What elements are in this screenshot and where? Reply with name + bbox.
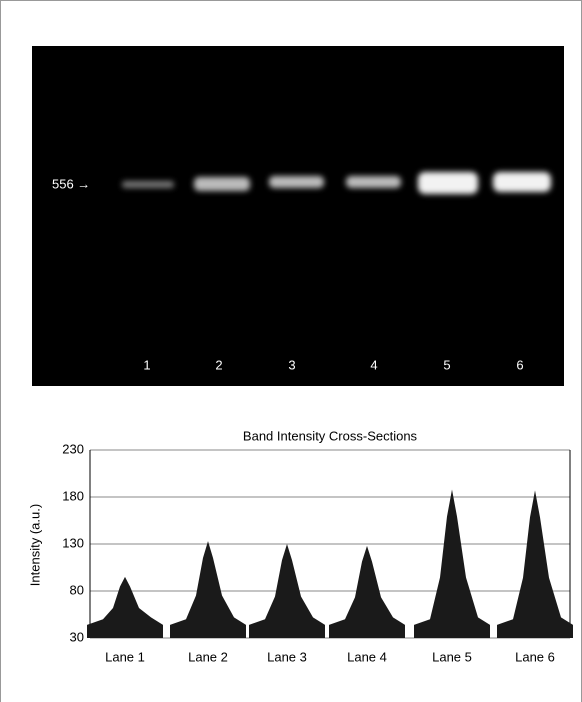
band [418, 172, 478, 194]
band [346, 176, 401, 188]
x-tick-label: Lane 3 [267, 649, 307, 664]
intensity-profile [414, 489, 490, 638]
band [269, 176, 324, 188]
intensity-profile [497, 490, 573, 638]
intensity-profile [87, 577, 163, 638]
y-tick-label: 30 [70, 629, 84, 644]
lane-label: 1 [143, 357, 150, 372]
x-tick-label: Lane 5 [432, 649, 472, 664]
band [194, 177, 250, 191]
x-tick-label: Lane 6 [515, 649, 555, 664]
x-tick-label: Lane 2 [188, 649, 228, 664]
y-axis-label: Intensity (a.u.) [27, 504, 42, 586]
marker-label: 556 → [52, 176, 90, 191]
chart-title: Band Intensity Cross-Sections [243, 428, 418, 443]
lane-label: 2 [215, 357, 222, 372]
lane-label: 6 [516, 357, 523, 372]
x-tick-label: Lane 1 [105, 649, 145, 664]
x-tick-label: Lane 4 [347, 649, 387, 664]
lane-label: 5 [443, 357, 450, 372]
gel-image [32, 46, 564, 386]
lane-label: 3 [288, 357, 295, 372]
intensity-profile [329, 546, 405, 638]
intensity-profile [170, 541, 246, 638]
band [122, 181, 174, 188]
band [493, 172, 551, 192]
chart: Band Intensity Cross-Sections Intensity … [27, 428, 573, 664]
figure: 556 → 1 2 3 4 5 6 Band Intensity Cross-Sectio… [0, 0, 582, 702]
lane-label: 4 [370, 357, 377, 372]
y-tick-label: 130 [62, 535, 84, 550]
y-tick-label: 80 [70, 582, 84, 597]
y-tick-label: 230 [62, 441, 84, 456]
y-tick-label: 180 [62, 488, 84, 503]
